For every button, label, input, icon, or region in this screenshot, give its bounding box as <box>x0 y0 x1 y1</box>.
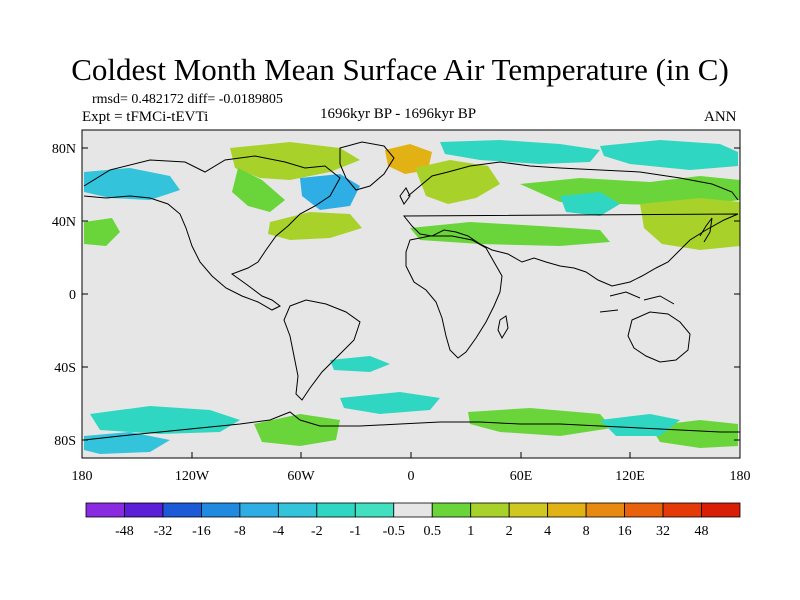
season-label: ANN <box>704 109 737 125</box>
period-label: 1696kyr BP - 1696kyr BP <box>320 106 477 122</box>
colorbar-segment <box>162 502 202 518</box>
colorbar-label: -32 <box>154 524 173 539</box>
axis-tick-marks <box>81 147 741 458</box>
y-tick-label: 80N <box>52 142 76 157</box>
colorbar-label: -8 <box>234 524 246 539</box>
coastline-australia <box>627 311 691 363</box>
cool-patch-north-pacific <box>600 140 738 170</box>
colorbar-segment <box>624 502 664 518</box>
warm-patch-greenland-sea <box>385 144 432 174</box>
plot-title: Coldest Month Mean Surface Air Temperatu… <box>71 52 729 87</box>
colorbar-segment <box>85 502 125 518</box>
cool-patch-alaska <box>84 168 180 200</box>
cool-patch-hudson <box>300 174 360 210</box>
colorbar-segment <box>547 502 587 518</box>
x-tick-label: 0 <box>408 469 415 484</box>
cool-patch-arctic-ocean <box>440 140 600 164</box>
colorbar-segment <box>585 502 625 518</box>
colorbar-label: 32 <box>656 524 670 539</box>
warm-patch-atlantic-band <box>410 222 610 246</box>
colorbar-segment <box>201 502 241 518</box>
warm-patch-north-atlantic <box>268 212 362 240</box>
cool-patch-central-asia <box>560 192 620 216</box>
colorbar-label: -4 <box>273 524 285 539</box>
coastline-japan <box>699 217 713 243</box>
warm-patch-antarctic-pacific <box>650 420 738 448</box>
colorbar-label: -2 <box>311 524 323 539</box>
colorbar-label: -0.5 <box>383 524 405 539</box>
x-tick-label: 60W <box>287 469 315 484</box>
x-tick-label: 120E <box>615 469 645 484</box>
colorbar-segment <box>354 502 395 518</box>
colorbar-segment <box>277 502 318 518</box>
warm-patch-southern-ocean-east <box>468 408 612 436</box>
warm-patch-southern-ocean-west <box>254 414 340 446</box>
warm-patch-west-pacific <box>84 218 120 246</box>
colorbar-segment <box>124 502 164 518</box>
coastline-british-isles <box>399 187 411 205</box>
colorbar-label: -1 <box>349 524 361 539</box>
coastline-southeast-asia-islands <box>599 291 675 313</box>
colorbar-segment <box>662 502 702 518</box>
y-tick-label: 0 <box>69 288 76 303</box>
x-tick-label: 60E <box>510 469 533 484</box>
colorbar-segment <box>701 502 741 518</box>
x-tick-label: 180 <box>730 469 751 484</box>
coastlines <box>83 141 740 441</box>
colorbar-label: 4 <box>544 524 551 539</box>
cool-anomaly-patches <box>84 140 738 454</box>
cool-patch-south-atlantic <box>330 356 390 372</box>
colorbar-segment <box>431 502 472 518</box>
coastline-greenland <box>339 141 395 191</box>
colorbar-segment <box>508 502 549 518</box>
experiment-line: Expt = tFMCi-tEVTi <box>82 109 209 125</box>
x-axis-labels: 180 120W 60W 0 60E 120E 180 <box>72 469 751 484</box>
colorbar-segment <box>316 502 356 518</box>
colorbar <box>85 502 741 518</box>
x-tick-label: 120W <box>175 469 210 484</box>
coastline-south-america <box>283 299 361 401</box>
coastline-north-america <box>83 155 341 311</box>
colorbar-labels: -48 -32 -16 -8 -4 -2 -1 -0.5 0.5 1 2 4 8 16 32 48 <box>115 524 708 539</box>
coastline-africa <box>405 235 503 359</box>
colorbar-label: 48 <box>695 524 709 539</box>
y-tick-label: 40S <box>54 361 76 376</box>
x-tick-label: 180 <box>72 469 93 484</box>
colorbar-label: 16 <box>618 524 632 539</box>
cool-patch-southern-ocean-4 <box>600 414 680 436</box>
colorbar-label: 2 <box>506 524 513 539</box>
coastline-europe-asia <box>402 161 739 287</box>
colorbar-label: 0.5 <box>423 524 441 539</box>
warm-patch-east-asia <box>640 198 740 250</box>
colorbar-label: -48 <box>115 524 134 539</box>
colorbar-segment <box>393 502 433 518</box>
colorbar-segment <box>470 502 510 518</box>
cool-patch-southern-ocean-1 <box>90 406 240 434</box>
warm-patch-canada <box>232 168 285 212</box>
colorbar-segment <box>239 502 279 518</box>
map-panel <box>81 129 741 459</box>
y-axis-labels: 80N 40N 0 40S 80S <box>52 142 76 449</box>
colorbar-label: 8 <box>583 524 590 539</box>
coastline-madagascar <box>497 315 509 340</box>
y-tick-label: 80S <box>54 434 76 449</box>
cool-patch-southern-ocean-3 <box>340 392 440 414</box>
warm-patch-scandinavia <box>415 160 500 204</box>
coastline-antarctica <box>83 411 740 441</box>
warm-patch-north-america-arctic <box>230 142 360 180</box>
colorbar-label: 1 <box>467 524 474 539</box>
y-tick-label: 40N <box>52 215 76 230</box>
colorbar-label: -16 <box>192 524 211 539</box>
stats-line: rmsd= 0.482172 diff= -0.0189805 <box>92 92 283 107</box>
